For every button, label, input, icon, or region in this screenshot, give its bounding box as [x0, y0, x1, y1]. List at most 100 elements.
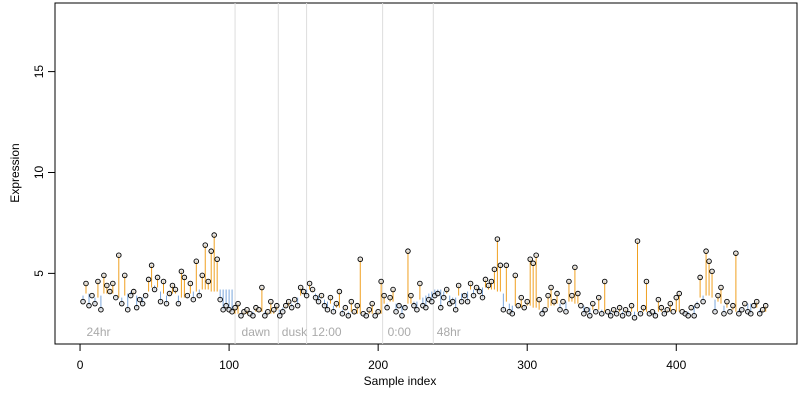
point [142, 292, 149, 299]
point [83, 280, 89, 287]
point [754, 298, 760, 305]
point [655, 296, 662, 303]
point [122, 272, 128, 279]
point [318, 292, 325, 299]
point [202, 242, 208, 248]
point [86, 302, 92, 309]
point [300, 288, 307, 295]
point [676, 290, 682, 297]
point [551, 298, 557, 305]
point [285, 298, 292, 305]
point [399, 313, 405, 319]
point [405, 248, 411, 254]
point [333, 300, 340, 307]
point [98, 306, 104, 313]
point [521, 304, 527, 311]
point [730, 302, 736, 309]
point [560, 298, 566, 305]
point [175, 300, 182, 307]
point [563, 308, 569, 315]
point [625, 310, 632, 317]
point [470, 292, 477, 299]
point [423, 304, 429, 311]
point [482, 276, 489, 283]
point [235, 300, 241, 307]
point [739, 306, 745, 313]
point [479, 294, 486, 301]
point [294, 302, 301, 309]
point [190, 296, 197, 303]
point [473, 284, 480, 291]
point [220, 306, 226, 313]
y-tick-label: 15 [32, 65, 46, 79]
point [330, 308, 337, 315]
phase-label: 12:00 [312, 325, 342, 339]
point [512, 272, 519, 279]
point [130, 288, 137, 295]
point [613, 310, 620, 317]
point [688, 304, 694, 311]
point [652, 313, 659, 319]
point [458, 298, 465, 305]
point [95, 278, 101, 285]
point [440, 294, 447, 301]
y-tick-label: 10 [32, 165, 46, 179]
y-tick-label: 5 [32, 270, 46, 277]
point [533, 252, 539, 258]
point [229, 308, 235, 315]
point [637, 310, 644, 317]
phase-label: 0:00 [388, 325, 412, 339]
point [596, 294, 602, 301]
point [271, 306, 277, 313]
point [488, 278, 495, 285]
point [461, 292, 468, 299]
point [181, 274, 188, 281]
point [703, 248, 709, 254]
point [256, 306, 262, 313]
point [715, 292, 721, 299]
point [554, 290, 560, 297]
point [306, 280, 313, 287]
point [375, 308, 381, 315]
point [303, 292, 310, 299]
point [712, 308, 718, 315]
point [396, 302, 402, 309]
point [393, 308, 399, 315]
point [169, 282, 176, 289]
point [557, 306, 563, 313]
point [494, 236, 501, 242]
point [539, 310, 545, 317]
x-tick-label: 200 [368, 358, 388, 372]
point [536, 296, 542, 303]
point [166, 290, 173, 297]
point [467, 280, 474, 287]
point [607, 313, 614, 319]
point [378, 278, 384, 285]
point [92, 300, 98, 307]
phase-label: 24hr [87, 325, 111, 339]
point [116, 252, 122, 258]
point [733, 250, 739, 256]
point [363, 313, 369, 319]
point [497, 262, 504, 269]
point [187, 280, 194, 287]
point [160, 278, 167, 285]
point [748, 310, 754, 317]
point [616, 304, 623, 311]
point [685, 313, 691, 319]
point [154, 274, 161, 281]
point [136, 296, 143, 303]
point [414, 306, 420, 313]
point [491, 266, 498, 273]
point [587, 313, 593, 319]
point [282, 302, 289, 309]
phase-label: dusk [282, 325, 308, 339]
point [584, 306, 590, 313]
point [184, 292, 191, 299]
point [670, 308, 677, 315]
point [223, 302, 229, 309]
y-axis-title: Expression [8, 143, 22, 202]
point [178, 268, 185, 275]
point [80, 298, 86, 305]
point [640, 304, 647, 311]
